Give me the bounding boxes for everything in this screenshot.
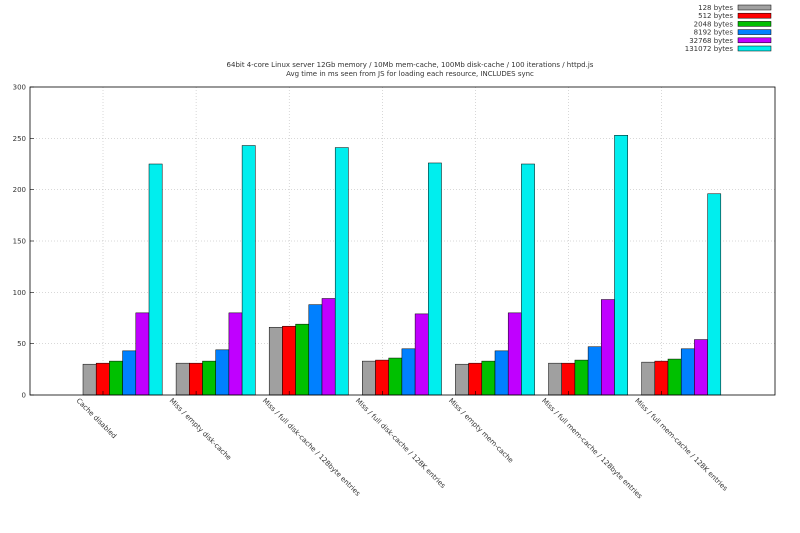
bar — [308, 304, 323, 396]
legend-label: 131072 bytes — [685, 45, 734, 53]
bar — [521, 163, 535, 396]
legend-swatch — [737, 29, 772, 35]
legend-label: 8192 bytes — [694, 29, 734, 37]
x-tick-label: Miss / full disk-cache / 128K entries — [354, 397, 447, 490]
bar — [241, 145, 256, 396]
bar — [507, 312, 522, 396]
y-tick-label: 150 — [13, 238, 26, 246]
gridlines — [30, 87, 775, 395]
bar — [228, 312, 243, 396]
bar — [587, 346, 602, 396]
bar — [202, 360, 216, 396]
bar — [428, 162, 442, 396]
x-tick-label: Miss / full mem-cache / 128K entries — [633, 397, 729, 493]
legend-swatch — [737, 45, 772, 52]
bar — [574, 359, 589, 396]
bar — [189, 362, 203, 396]
y-tick-label: 300 — [13, 84, 26, 92]
bar — [175, 362, 190, 396]
legend-swatch — [737, 12, 772, 19]
bar — [122, 350, 137, 396]
x-axis: Cache disabled Miss / empty disk-cache Mis… — [75, 391, 729, 501]
bar — [109, 360, 123, 396]
bar — [414, 313, 429, 396]
bar — [375, 359, 389, 396]
y-axis: 0 50 100 150 200 250 300 — [13, 84, 34, 400]
title-line-1: 64bit 4-core Linux server 12Gb memory / … — [227, 61, 594, 69]
bar — [641, 361, 656, 396]
bar — [148, 163, 163, 396]
legend-swatch — [737, 21, 772, 27]
legend-label: 512 bytes — [698, 12, 733, 20]
bar — [334, 147, 349, 396]
bar — [295, 323, 310, 396]
bar — [680, 348, 695, 396]
y-tick-label: 250 — [13, 135, 26, 143]
y-tick-label: 50 — [17, 340, 26, 348]
y-tick-label: 200 — [13, 186, 26, 194]
bar — [694, 339, 708, 396]
bar — [468, 362, 483, 396]
y-tick-label: 0 — [22, 392, 26, 400]
chart-title: 64bit 4-core Linux server 12Gb memory / … — [227, 61, 594, 78]
bar — [135, 312, 150, 396]
bar — [268, 326, 283, 396]
bar — [321, 298, 336, 396]
bar — [654, 360, 669, 396]
bar — [548, 362, 562, 396]
bar — [82, 363, 97, 396]
legend-label: 128 bytes — [698, 4, 733, 12]
bars — [82, 135, 722, 396]
x-tick-label: Miss / empty disk-cache — [168, 397, 233, 462]
title-line-2: Avg time in ms seen from JS for loading … — [286, 70, 534, 78]
legend-swatch — [737, 4, 772, 11]
bar — [215, 349, 230, 396]
bar — [401, 348, 416, 396]
x-tick-label: Cache disabled — [75, 397, 118, 440]
bar — [481, 360, 496, 396]
bar — [561, 362, 576, 396]
bar — [601, 299, 615, 396]
y-tick-label: 100 — [13, 289, 26, 297]
bar — [362, 360, 376, 396]
x-tick-label: Miss / full disk-cache / 128byte entries — [261, 397, 362, 498]
bar — [388, 357, 403, 396]
bar — [282, 325, 296, 396]
bar — [667, 358, 682, 396]
legend-label: 2048 bytes — [694, 20, 734, 28]
bar — [707, 193, 722, 396]
legend-label: 32768 bytes — [689, 37, 733, 45]
bar — [494, 350, 509, 396]
x-tick-label: Miss / full mem-cache / 128byte entries — [540, 397, 644, 501]
bar — [95, 362, 110, 396]
bar — [614, 135, 628, 396]
legend-swatch — [737, 37, 772, 44]
bar — [455, 363, 469, 396]
x-tick-label: Miss / empty mem-cache — [447, 397, 515, 465]
